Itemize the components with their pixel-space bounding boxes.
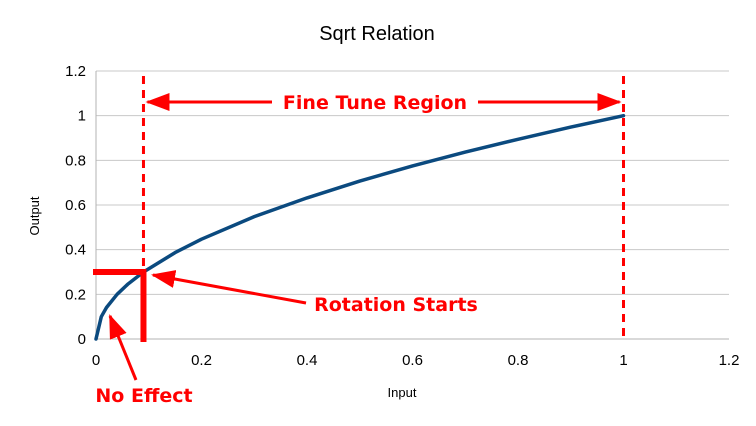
x-tick-label: 0.2 <box>191 352 212 369</box>
x-tick-label: 0 <box>92 352 100 369</box>
y-tick-label: 1.2 <box>65 63 86 80</box>
series-layer <box>94 113 626 341</box>
no-effect-arrow <box>108 314 138 381</box>
y-tick-label: 0.8 <box>65 152 86 169</box>
y-axis-label: Output <box>27 196 42 235</box>
y-tick-label: 0.2 <box>65 286 86 303</box>
y-tick-label: 0.4 <box>65 242 86 259</box>
no-effect-label: No Effect <box>95 385 192 407</box>
annotations-layer <box>93 76 625 381</box>
x-tick-label: 0.4 <box>297 352 318 369</box>
x-tick-label: 0.6 <box>402 352 423 369</box>
fine-tune-region-label: Fine Tune Region <box>283 92 467 114</box>
y-tick-label: 0 <box>78 331 86 348</box>
grid-lines <box>96 70 729 295</box>
axes <box>95 71 729 340</box>
x-tick-label: 0.8 <box>508 352 529 369</box>
rotation-starts-arrow <box>151 270 307 305</box>
rotation-starts-label: Rotation Starts <box>314 294 478 316</box>
tick-labels: 0 0.2 0.4 0.6 0.8 1 1.2 0 0.2 0.4 0.6 0.8 1 1.2 <box>65 63 739 369</box>
y-tick-label: 1 <box>78 108 86 125</box>
x-axis-label: Input <box>388 385 417 400</box>
x-tick-label: 1.2 <box>719 352 740 369</box>
x-tick-label: 1 <box>619 352 627 369</box>
sqrt-series-line <box>94 113 626 341</box>
chart-title: Sqrt Relation <box>319 23 435 45</box>
y-tick-label: 0.6 <box>65 197 86 214</box>
